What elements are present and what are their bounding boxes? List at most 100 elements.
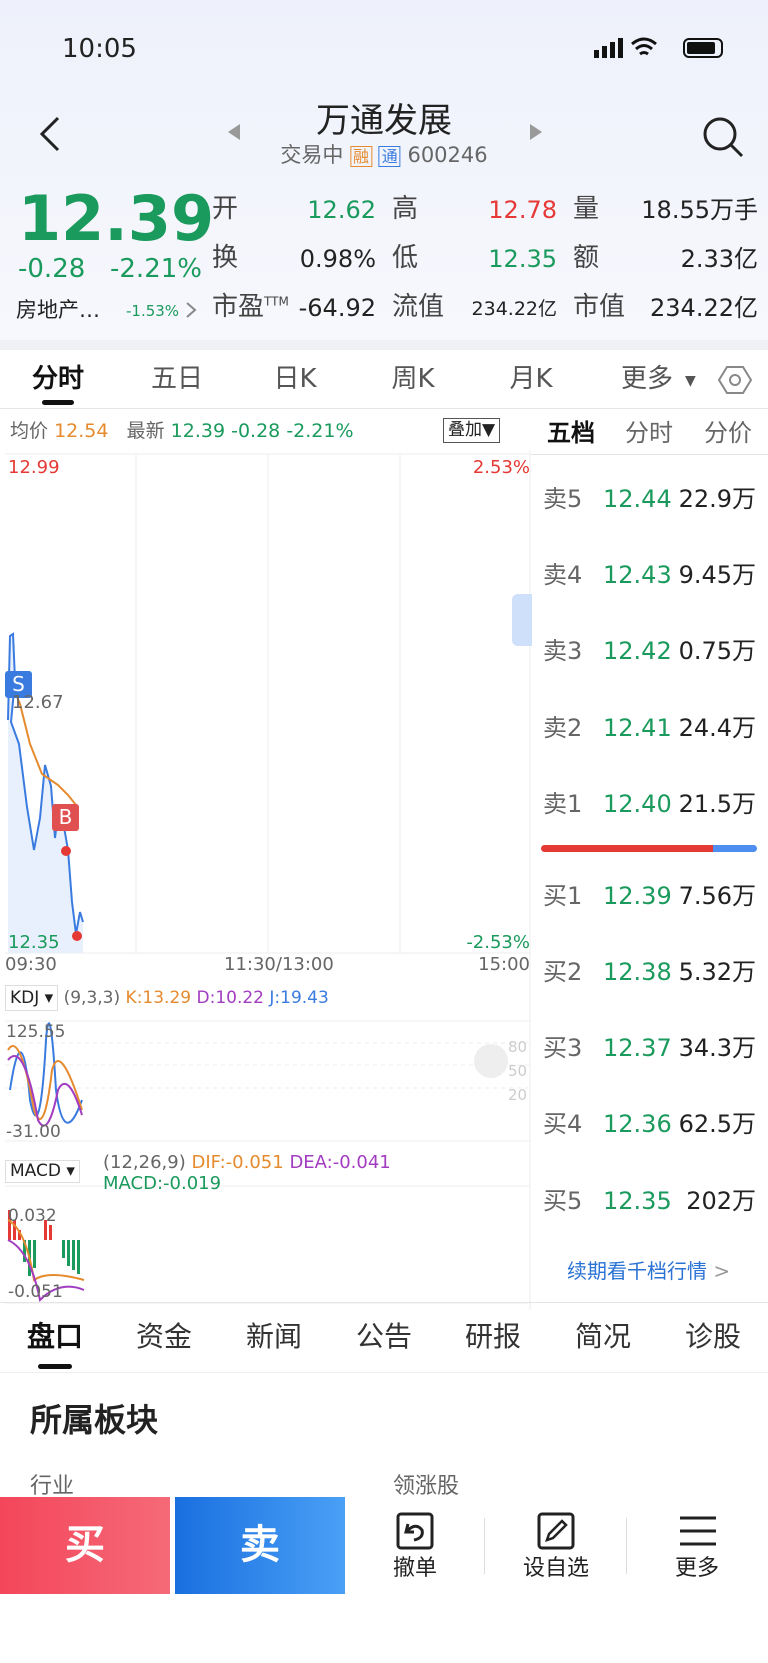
- buy-button[interactable]: 买: [0, 1497, 170, 1594]
- bottom-tab[interactable]: 新闻: [245, 1320, 303, 1353]
- section-col: 行业: [30, 1474, 75, 1499]
- section-title: 所属板块: [30, 1401, 159, 1439]
- macd-params: (12,26,9): [103, 1152, 186, 1173]
- expand-button[interactable]: [474, 1044, 508, 1078]
- axis-mid: 12.67: [12, 692, 64, 713]
- settings[interactable]: [718, 364, 752, 396]
- panel-toggle[interactable]: [512, 594, 532, 646]
- bottom-tab[interactable]: 公告: [355, 1320, 413, 1353]
- book-volume: 24.4万: [678, 714, 756, 742]
- stat-value: 18.55万手: [641, 196, 758, 224]
- sector-pct: -1.53%: [126, 302, 180, 320]
- prev-stock[interactable]: [226, 122, 242, 142]
- time-label: 09:30: [5, 954, 57, 975]
- kdj-bottom: -31.00: [6, 1122, 61, 1142]
- clock: 10:05: [62, 34, 137, 64]
- kdj-name[interactable]: KDJ ▾: [5, 985, 59, 1011]
- cancel-icon: [396, 1512, 434, 1550]
- kdj-level: 80: [508, 1038, 528, 1056]
- dea-line: [7, 1239, 85, 1303]
- book-price: 12.38: [603, 958, 672, 986]
- status-icons: [594, 37, 723, 58]
- kdj-k: K:13.29: [125, 988, 192, 1008]
- bottom-tab[interactable]: 资金: [135, 1320, 193, 1353]
- bottom-tab[interactable]: 研报: [464, 1320, 522, 1353]
- book-label: 卖4: [543, 561, 583, 589]
- depth-link[interactable]: 续期看千档行情 >: [567, 1259, 731, 1283]
- divider: [0, 408, 768, 409]
- macd-dea: DEA:-0.041: [289, 1152, 391, 1173]
- sell-button[interactable]: 卖: [175, 1497, 345, 1594]
- chart-tab[interactable]: 五日: [150, 364, 204, 394]
- price: 12.39: [18, 182, 215, 255]
- action-label[interactable]: 更多: [674, 1556, 720, 1581]
- stat-label: 量: [573, 194, 600, 224]
- bottom-tab[interactable]: 简况: [574, 1320, 632, 1353]
- stat-value: -64.92: [298, 294, 376, 322]
- stat-label: 开: [212, 194, 239, 224]
- stock-code: 600246: [407, 143, 488, 167]
- time-label: 11:30/13:00: [224, 954, 334, 975]
- bottom-tab[interactable]: 盘口: [26, 1320, 84, 1353]
- divider: [0, 1302, 768, 1303]
- book-volume: 7.56万: [678, 882, 756, 910]
- stock-name: 万通发展: [316, 101, 452, 141]
- info-bar: 均价 12.54 最新 12.39 -0.28 -2.21%: [10, 422, 354, 441]
- chart-tab[interactable]: 月K: [509, 364, 553, 394]
- next-stock[interactable]: [528, 122, 544, 142]
- action-label[interactable]: 撤单: [392, 1556, 438, 1581]
- back-button[interactable]: [36, 114, 66, 154]
- kdj-j: J:19.43: [269, 988, 329, 1008]
- chart-tab[interactable]: 周K: [391, 364, 435, 394]
- stat-label: 市值: [573, 292, 626, 322]
- bottom-tab[interactable]: 诊股: [684, 1320, 742, 1353]
- stat-value: 12.35: [488, 245, 557, 273]
- change-pct: -2.21%: [110, 254, 202, 284]
- tab-indicator: [38, 1364, 72, 1369]
- latest: 12.39: [170, 420, 226, 442]
- header-bg: [0, 0, 768, 340]
- latest-label: 最新: [126, 420, 165, 442]
- end-point: [72, 931, 82, 941]
- dropdown-caret: ▼: [685, 373, 696, 389]
- macd-header: (12,26,9) DIF:-0.051 DEA:-0.041: [103, 1154, 391, 1172]
- grid: [5, 450, 531, 1310]
- divider: [484, 1518, 485, 1574]
- stat-label: 市盈TTM: [212, 292, 289, 322]
- kdj-level: 20: [508, 1086, 528, 1104]
- buy-marker[interactable]: B: [52, 804, 79, 831]
- chart-tab[interactable]: 分时: [31, 364, 85, 394]
- price-area: [8, 634, 83, 953]
- section-col: 领涨股: [393, 1474, 460, 1499]
- book-volume: 202万: [686, 1187, 756, 1215]
- kdj-line: [7, 1045, 83, 1120]
- sell-marker[interactable]: S: [5, 671, 32, 698]
- book-label: 卖5: [543, 485, 583, 513]
- stat-value: 12.62: [307, 196, 376, 224]
- overlay-button[interactable]: 叠加▼: [443, 418, 501, 443]
- stat-value: 12.78: [488, 196, 557, 224]
- stat-label: 额: [573, 243, 600, 273]
- stat-label: 高: [392, 194, 419, 224]
- book-tab[interactable]: 分价: [704, 419, 752, 447]
- macd-label: MACD: [10, 1161, 61, 1181]
- chart-tab[interactable]: 更多: [620, 364, 674, 394]
- action-label[interactable]: 设自选: [522, 1556, 590, 1581]
- stat-value: 2.33亿: [680, 245, 758, 273]
- search-button[interactable]: [700, 114, 746, 160]
- macd-bottom: -0.051: [8, 1282, 63, 1302]
- chevron: [186, 302, 197, 318]
- time-label: 15:00: [478, 954, 530, 975]
- book-price: 12.44: [603, 485, 672, 513]
- chart-tab[interactable]: 日K: [273, 364, 317, 394]
- stat-label: 低: [392, 243, 419, 273]
- avg-label: 均价: [10, 420, 49, 442]
- macd-name[interactable]: MACD ▾: [5, 1160, 80, 1183]
- kdj-d: D:10.22: [196, 988, 265, 1008]
- book-label: 买4: [543, 1110, 583, 1138]
- book-tab[interactable]: 分时: [625, 419, 673, 447]
- book-tab[interactable]: 五档: [547, 419, 595, 447]
- book-volume: 9.45万: [678, 561, 756, 589]
- sector[interactable]: 房地产…: [16, 298, 100, 322]
